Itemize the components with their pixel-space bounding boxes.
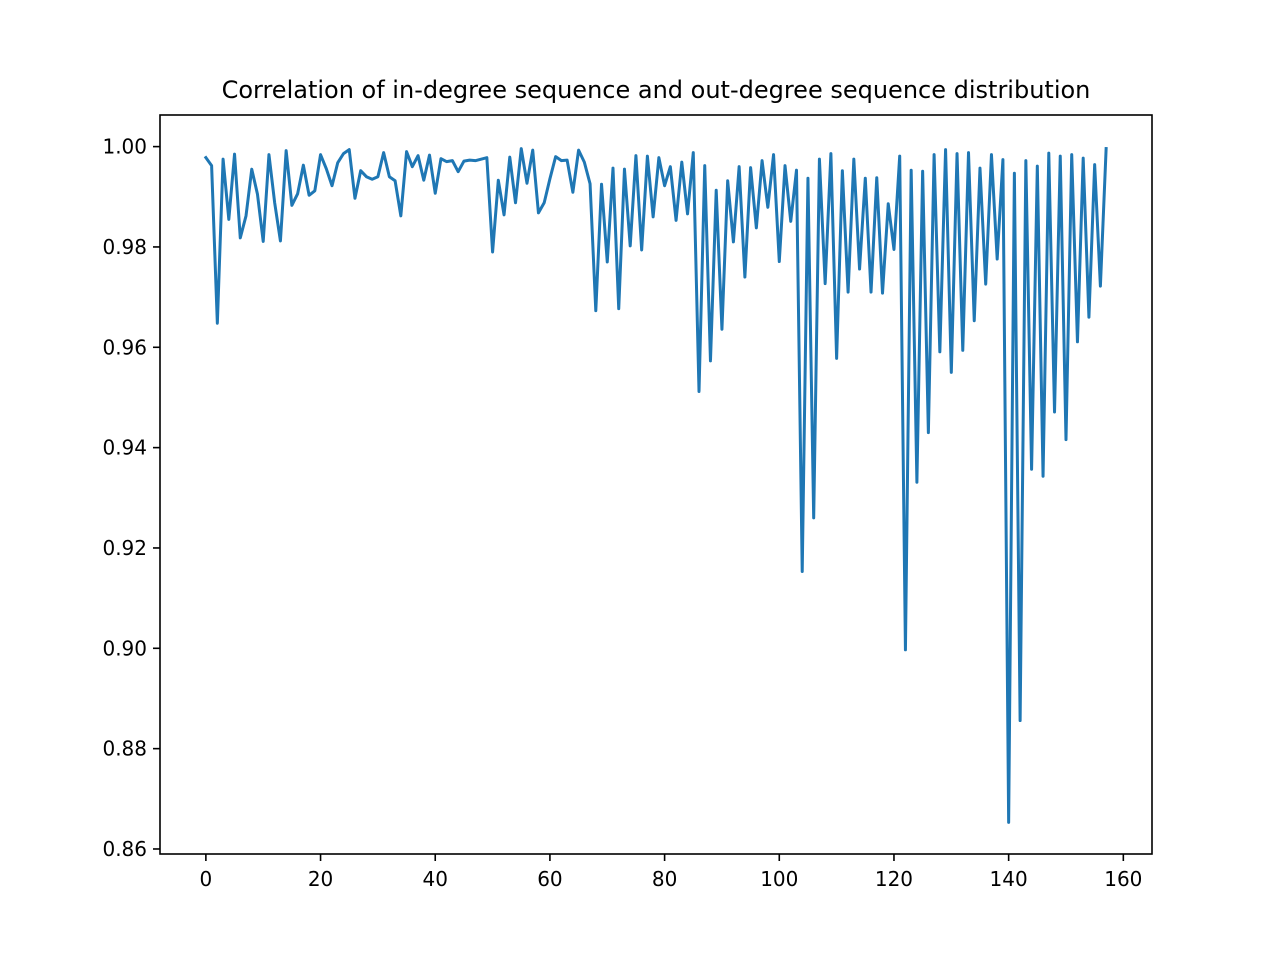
- x-tick-label: 160: [1104, 867, 1142, 891]
- x-tick-label: 140: [990, 867, 1028, 891]
- y-tick-label: 0.92: [102, 536, 147, 560]
- data-layer: [203, 147, 1108, 824]
- series-line: [203, 147, 1108, 824]
- x-tick-label: 20: [308, 867, 333, 891]
- y-tick-label: 0.86: [102, 837, 147, 861]
- y-tick-label: 1.00: [102, 135, 147, 159]
- y-tick-label: 0.88: [102, 737, 147, 761]
- x-tick-label: 100: [760, 867, 798, 891]
- x-tick-label: 120: [875, 867, 913, 891]
- axes-layer: 0 20 40 60 80 100 120 140 160 0.86 0.88 0.90 0.92 0.9…: [102, 114, 1153, 891]
- y-tick-label: 0.94: [102, 436, 147, 460]
- y-tick-label: 0.90: [102, 636, 147, 660]
- plot-frame: [159, 114, 1153, 855]
- y-tick-label: 0.96: [102, 335, 147, 359]
- x-tick-label: 0: [200, 867, 213, 891]
- x-tick-label: 40: [423, 867, 448, 891]
- x-tick-label: 80: [652, 867, 677, 891]
- x-tick-label: 60: [537, 867, 562, 891]
- chart-title: Correlation of in-degree sequence and ou…: [222, 76, 1091, 104]
- y-tick-label: 0.98: [102, 235, 147, 259]
